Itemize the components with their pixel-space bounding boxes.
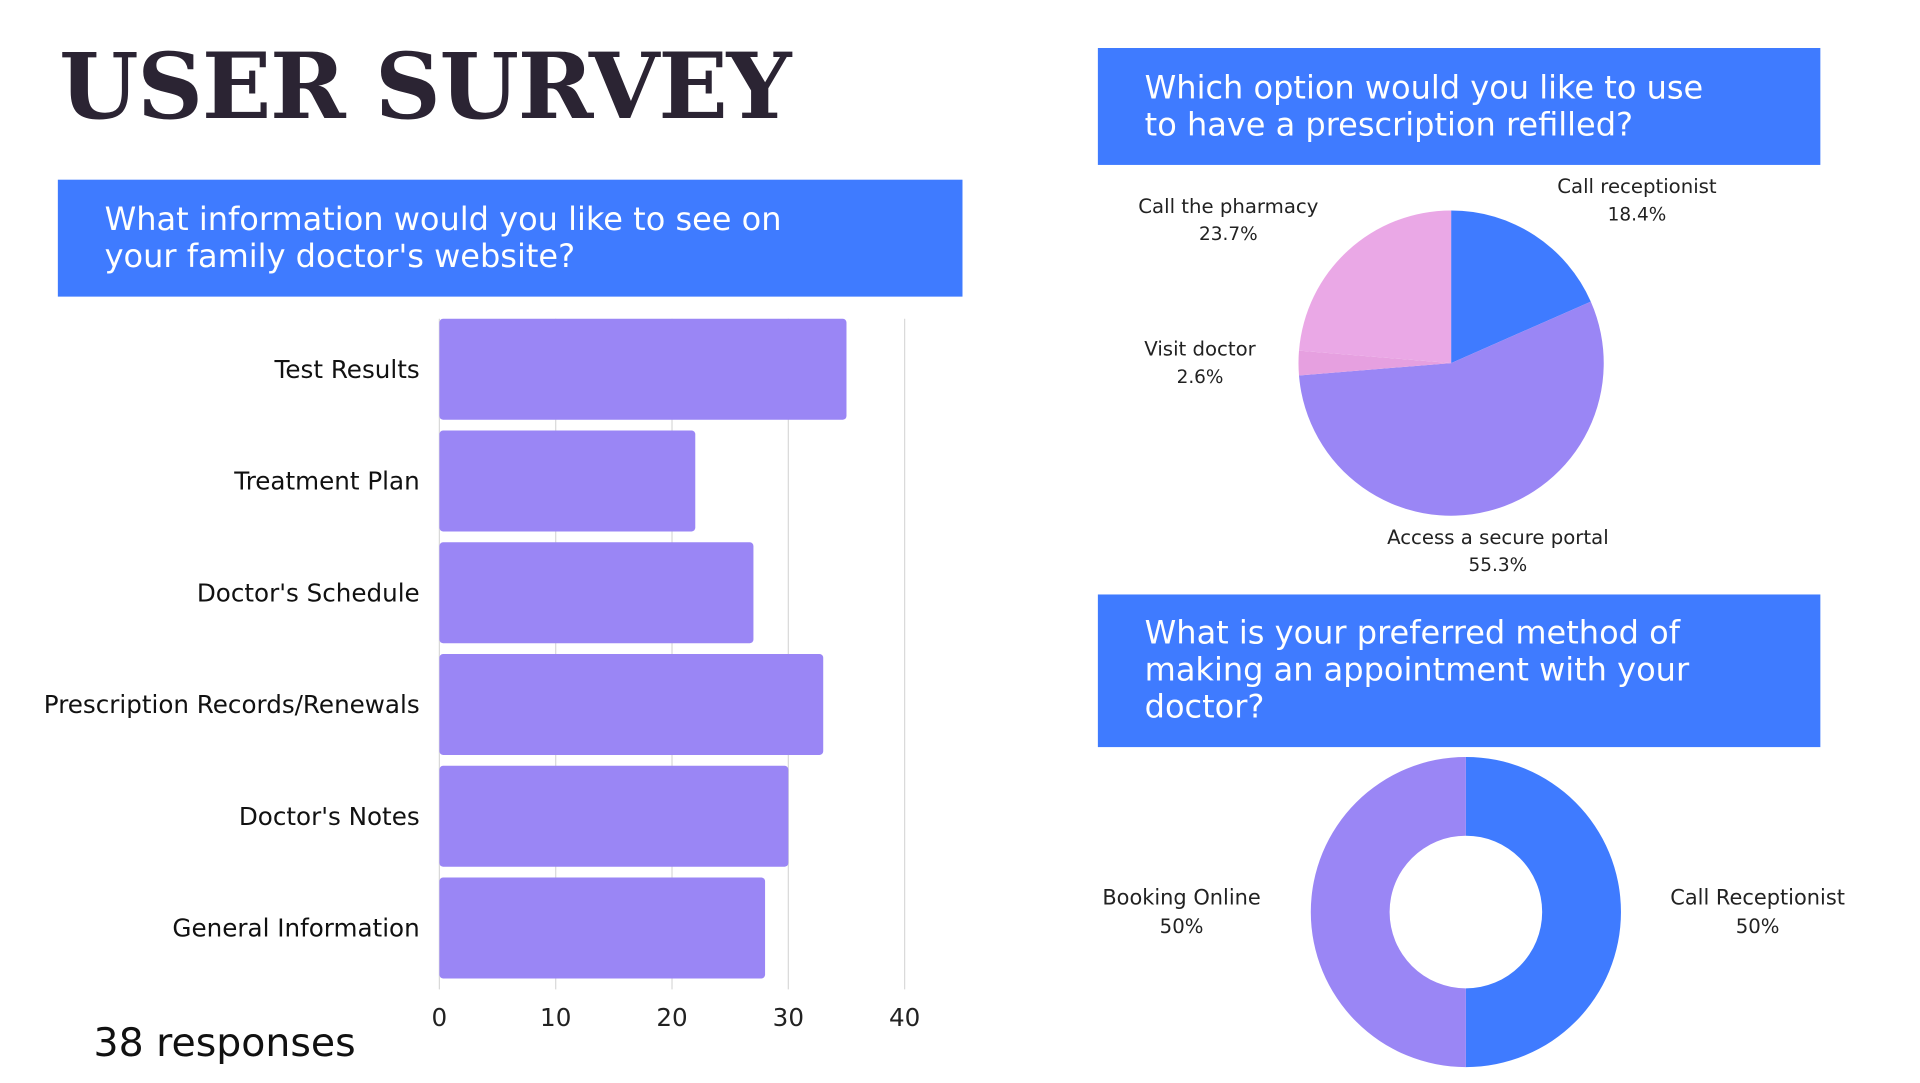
slice-call-receptionist bbox=[1465, 756, 1621, 1068]
bar-test-results bbox=[439, 318, 847, 420]
bar-chart-question-line-1: What information would you like to see o… bbox=[104, 201, 782, 239]
bar-treatment-plan bbox=[439, 430, 696, 532]
bar-doctor-s-schedule bbox=[439, 542, 754, 644]
y-category-label: Prescription Records/Renewals bbox=[44, 690, 420, 719]
slice-label: Visit doctor bbox=[1144, 338, 1256, 361]
donut-chart-question-line-1: What is your preferred method of bbox=[1144, 615, 1681, 653]
x-tick-label: 20 bbox=[656, 1003, 687, 1032]
donut-chart: Call Receptionist 50% Booking Online 50% bbox=[1102, 756, 1845, 1068]
y-category-label: Doctor's Schedule bbox=[197, 578, 420, 607]
page-title: USER SURVEY bbox=[59, 34, 791, 141]
bar-chart-question-header: What information would you like to see o… bbox=[57, 179, 963, 297]
slice-percent: 18.4% bbox=[1608, 204, 1667, 225]
donut-chart-question-line-2: making an appointment with your bbox=[1144, 652, 1690, 690]
slice-percent: 55.3% bbox=[1469, 555, 1528, 576]
slice-visit-doctor bbox=[1298, 350, 1452, 376]
slice-label: Access a secure portal bbox=[1387, 526, 1609, 549]
bar-chart: 0 10 20 30 40 Test Results Treatment Plan Docto… bbox=[44, 318, 920, 1032]
slice-call-the-pharmacy bbox=[1299, 210, 1452, 364]
slice-percent: 50% bbox=[1736, 915, 1780, 938]
slice-percent: 2.6% bbox=[1177, 367, 1224, 388]
slice-call-receptionist bbox=[1451, 210, 1591, 364]
x-tick-label: 30 bbox=[773, 1003, 804, 1032]
bar-general-information bbox=[439, 877, 766, 979]
x-tick-label: 0 bbox=[432, 1003, 448, 1032]
slice-label: Booking Online bbox=[1102, 886, 1260, 910]
donut-chart-question-line-3: doctor? bbox=[1144, 689, 1265, 727]
pie-chart-question-line-2: to have a prescription refilled? bbox=[1144, 106, 1634, 144]
slice-access-a-secure-portal bbox=[1299, 301, 1604, 516]
pie-chart-question-line-1: Which option would you like to use bbox=[1144, 69, 1704, 107]
y-category-label: General Information bbox=[172, 914, 419, 943]
slice-label: Call the pharmacy bbox=[1138, 195, 1318, 218]
x-tick-label: 40 bbox=[889, 1003, 920, 1032]
slice-booking-online bbox=[1310, 756, 1466, 1068]
responses-count: 38 responses bbox=[93, 1019, 356, 1066]
bar-prescription-records-renewals bbox=[439, 654, 824, 755]
pie-chart: Call receptionist 18.4% Access a secure po… bbox=[1138, 175, 1717, 576]
y-category-label: Treatment Plan bbox=[233, 467, 419, 496]
bar-chart-question-line-2: your family doctor's website? bbox=[104, 238, 576, 276]
donut-chart-question-header: What is your preferred method of making … bbox=[1097, 594, 1821, 748]
y-category-label: Test Results bbox=[274, 355, 420, 384]
bar-doctor-s-notes bbox=[439, 765, 789, 867]
pie-chart-question-header: Which option would you like to use to ha… bbox=[1097, 48, 1821, 165]
slice-percent: 23.7% bbox=[1199, 224, 1258, 245]
x-tick-label: 10 bbox=[540, 1003, 571, 1032]
slice-label: Call Receptionist bbox=[1670, 886, 1845, 910]
y-category-label: Doctor's Notes bbox=[239, 802, 420, 831]
slice-percent: 50% bbox=[1160, 915, 1204, 938]
slice-label: Call receptionist bbox=[1557, 175, 1717, 198]
